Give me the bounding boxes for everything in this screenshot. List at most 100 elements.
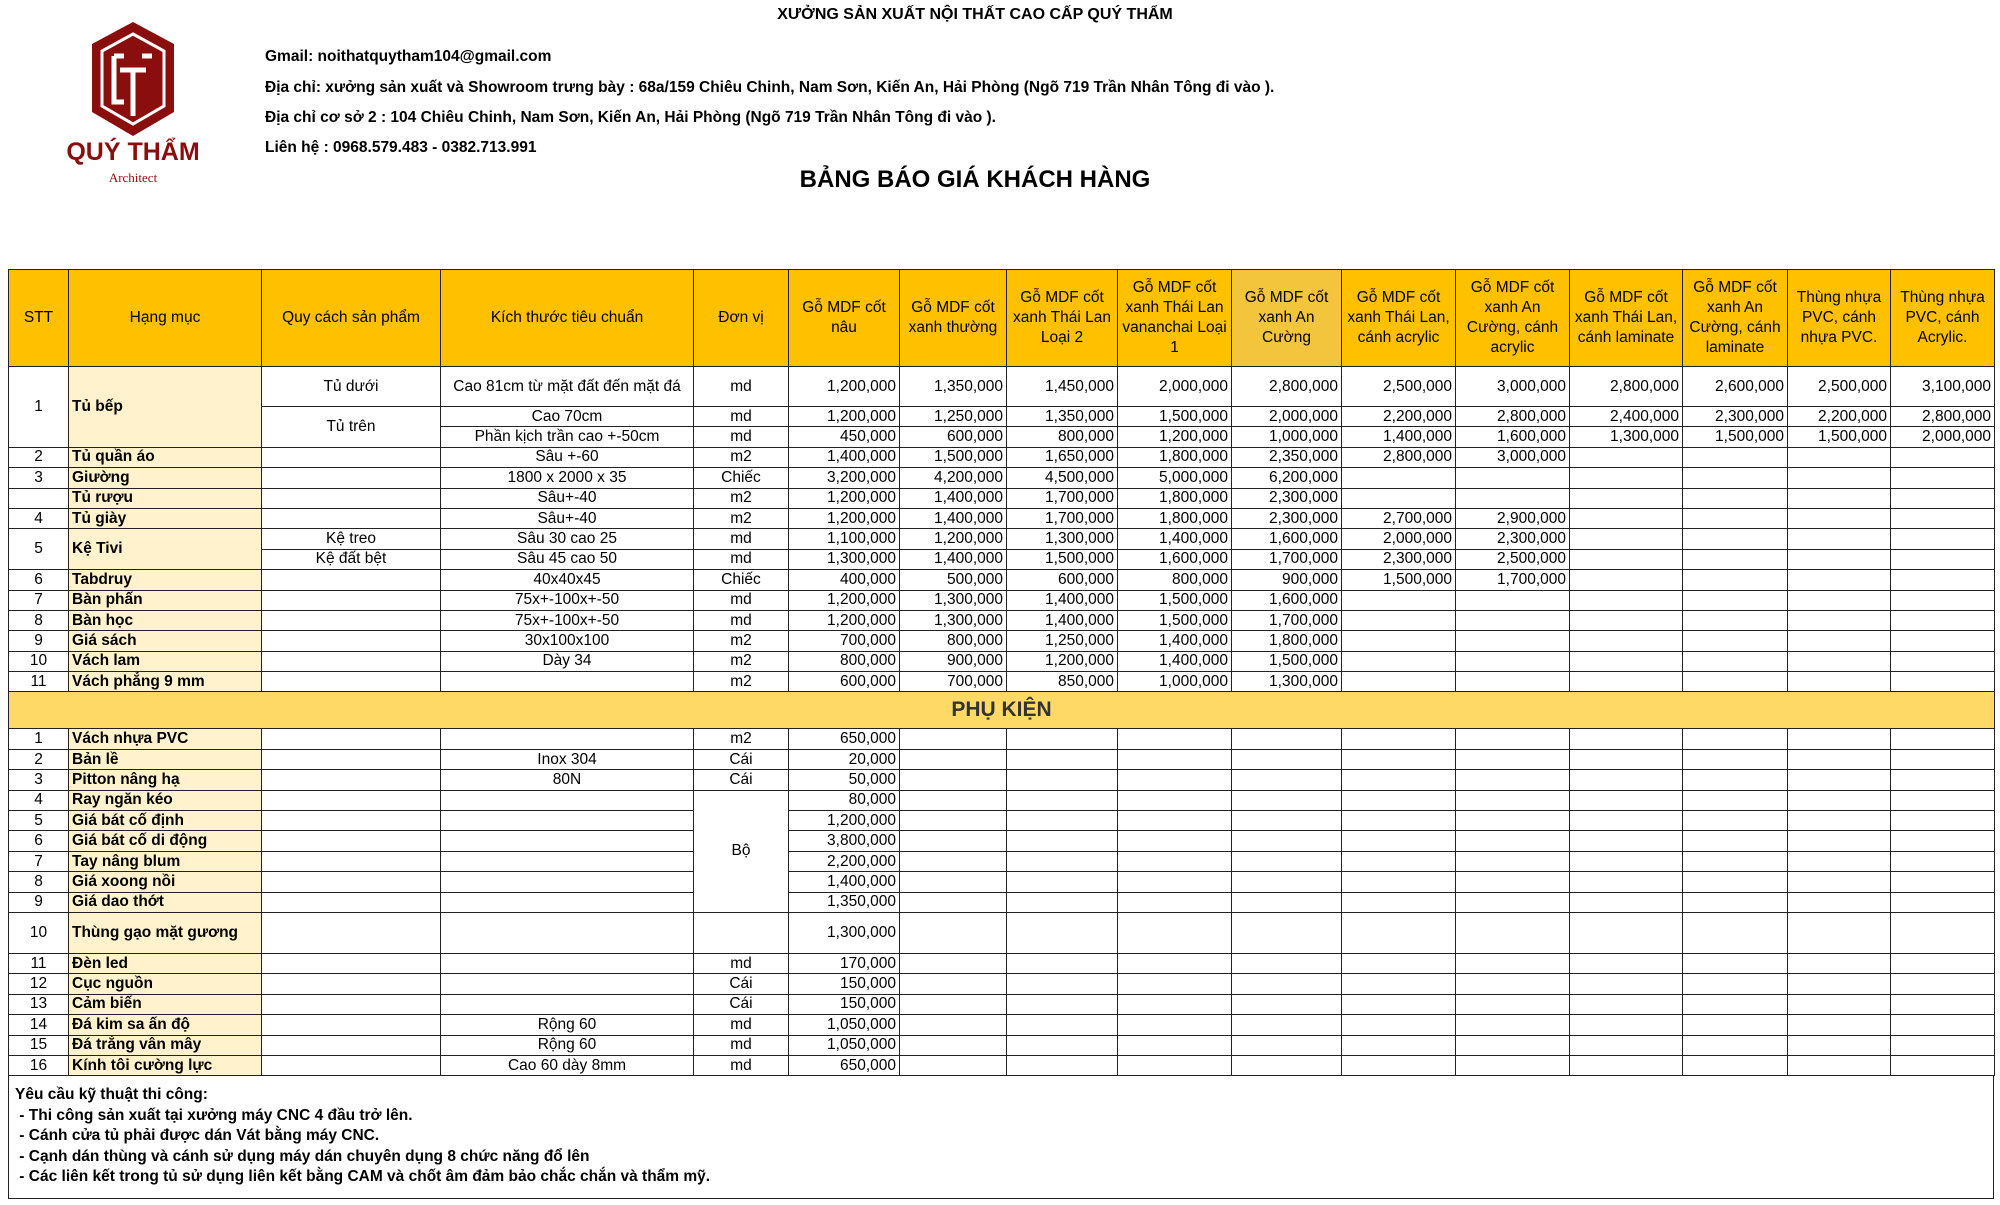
unit-cell: md bbox=[693, 426, 789, 448]
column-header: Thùng nhựa PVC, cánh nhựa PVC. bbox=[1787, 269, 1891, 367]
price-cell: 1,350,000 bbox=[788, 891, 900, 913]
technical-notes: Yêu cầu kỹ thuật thi công: - Thi công sả… bbox=[8, 1075, 1994, 1199]
price-cell: 4,500,000 bbox=[1006, 467, 1118, 489]
price-cell: 1,400,000 bbox=[1006, 609, 1118, 632]
item-name-cell: Kệ Tivi bbox=[68, 528, 262, 571]
item-name-cell: Giá bát cố định bbox=[68, 810, 262, 832]
size-cell: Inox 304 bbox=[440, 748, 694, 771]
price-cell bbox=[1006, 810, 1118, 832]
stt-cell: 3 bbox=[8, 769, 69, 791]
column-header: Kích thước tiêu chuẩn bbox=[440, 269, 694, 367]
stt-cell: 2 bbox=[8, 446, 69, 469]
price-cell bbox=[1890, 850, 1995, 873]
price-cell bbox=[1341, 911, 1456, 954]
spec-cell bbox=[261, 911, 441, 954]
column-header: Đơn vị bbox=[693, 269, 789, 367]
price-cell: 650,000 bbox=[788, 728, 900, 750]
price-cell bbox=[1231, 891, 1342, 913]
price-cell bbox=[1787, 650, 1891, 673]
price-cell bbox=[1341, 630, 1456, 652]
price-cell bbox=[1006, 973, 1118, 995]
price-cell: 2,300,000 bbox=[1231, 507, 1342, 530]
price-cell: 800,000 bbox=[1117, 569, 1232, 591]
spec-cell bbox=[261, 487, 441, 509]
price-cell: 1,300,000 bbox=[1006, 528, 1118, 550]
price-cell bbox=[899, 973, 1007, 995]
price-cell bbox=[1569, 630, 1683, 652]
price-cell: 2,300,000 bbox=[1231, 487, 1342, 509]
price-cell bbox=[1006, 728, 1118, 750]
spec-cell bbox=[261, 769, 441, 791]
price-cell bbox=[1890, 528, 1995, 550]
price-cell bbox=[1787, 871, 1891, 893]
price-cell: 1,500,000 bbox=[1341, 569, 1456, 591]
price-cell: 800,000 bbox=[1006, 426, 1118, 448]
price-cell bbox=[1006, 891, 1118, 913]
price-cell bbox=[1455, 609, 1570, 632]
price-cell bbox=[1231, 1054, 1342, 1077]
price-cell: 4,200,000 bbox=[899, 467, 1007, 489]
price-cell bbox=[1569, 528, 1683, 550]
logo-text: QUÝ THẨM bbox=[66, 136, 199, 166]
price-cell: 2,000,000 bbox=[1231, 405, 1342, 428]
item-name-cell: Pitton nâng hạ bbox=[68, 769, 262, 791]
spec-cell bbox=[261, 728, 441, 750]
price-cell bbox=[1006, 1054, 1118, 1077]
price-cell bbox=[899, 952, 1007, 975]
stt-cell: 16 bbox=[8, 1054, 69, 1077]
price-cell bbox=[899, 850, 1007, 873]
price-cell bbox=[1569, 446, 1683, 469]
table-row: 1 Vách nhựa PVC m2 650,000 bbox=[8, 728, 1995, 750]
price-cell: 1,800,000 bbox=[1231, 630, 1342, 652]
item-name-cell: Giá dao thớt bbox=[68, 891, 262, 913]
price-cell: 1,400,000 bbox=[1117, 650, 1232, 673]
price-cell: 1,050,000 bbox=[788, 1034, 900, 1056]
spec-cell bbox=[261, 589, 441, 611]
price-cell bbox=[899, 769, 1007, 791]
price-cell bbox=[1341, 891, 1456, 913]
price-cell bbox=[1682, 507, 1788, 530]
table-row: 6 Giá bát cố di động 3,800,000 bbox=[8, 830, 1995, 852]
stt-cell: 7 bbox=[8, 589, 69, 611]
unit-cell: Cái bbox=[693, 993, 789, 1016]
price-cell bbox=[1117, 830, 1232, 852]
price-cell: 1,700,000 bbox=[1231, 609, 1342, 632]
price-cell: 850,000 bbox=[1006, 671, 1118, 693]
item-name-cell: Đá kim sa ấn độ bbox=[68, 1014, 262, 1036]
unit-cell: m2 bbox=[693, 487, 789, 509]
item-name-cell: Đèn led bbox=[68, 952, 262, 975]
unit-cell bbox=[693, 911, 789, 954]
item-name-cell: Giá sách bbox=[68, 630, 262, 652]
price-cell: 1,500,000 bbox=[1117, 609, 1232, 632]
price-cell bbox=[1569, 973, 1683, 995]
table-row: 9 Giá sách 30x100x100 m2 700,000 800,000 1,250… bbox=[8, 630, 1995, 652]
column-header: Gỗ MDF cốt xanh Thái Lan, cánh laminate bbox=[1569, 269, 1683, 367]
price-cell bbox=[1787, 630, 1891, 652]
price-cell bbox=[1890, 630, 1995, 652]
item-name-cell: Cục nguồn bbox=[68, 973, 262, 995]
price-cell: 5,000,000 bbox=[1117, 467, 1232, 489]
price-cell: 1,200,000 bbox=[788, 366, 900, 407]
price-cell bbox=[899, 1014, 1007, 1036]
price-cell: 1,300,000 bbox=[788, 548, 900, 571]
price-cell bbox=[1787, 850, 1891, 873]
price-cell bbox=[1006, 871, 1118, 893]
price-cell: 1,200,000 bbox=[788, 405, 900, 428]
price-cell: 1,400,000 bbox=[899, 507, 1007, 530]
table-row: 16 Kính tôi cường lực Cao 60 dày 8mm md 650,… bbox=[8, 1054, 1995, 1077]
column-header: Gỗ MDF cốt xanh An Cường, cánh laminate bbox=[1682, 269, 1788, 367]
size-cell bbox=[440, 830, 694, 852]
price-cell bbox=[1890, 650, 1995, 673]
note-item: - Cạnh dán thùng và cánh sử dụng máy dán… bbox=[15, 1147, 590, 1165]
price-cell bbox=[1455, 487, 1570, 509]
price-cell bbox=[1231, 769, 1342, 791]
price-cell bbox=[1117, 871, 1232, 893]
price-cell bbox=[1231, 850, 1342, 873]
accessories-section-row: PHỤ KIỆN bbox=[8, 691, 1995, 730]
size-cell bbox=[440, 891, 694, 913]
price-cell bbox=[1455, 973, 1570, 995]
price-cell bbox=[1455, 891, 1570, 913]
price-cell bbox=[1341, 671, 1456, 693]
price-cell bbox=[1890, 952, 1995, 975]
price-cell bbox=[1117, 748, 1232, 771]
